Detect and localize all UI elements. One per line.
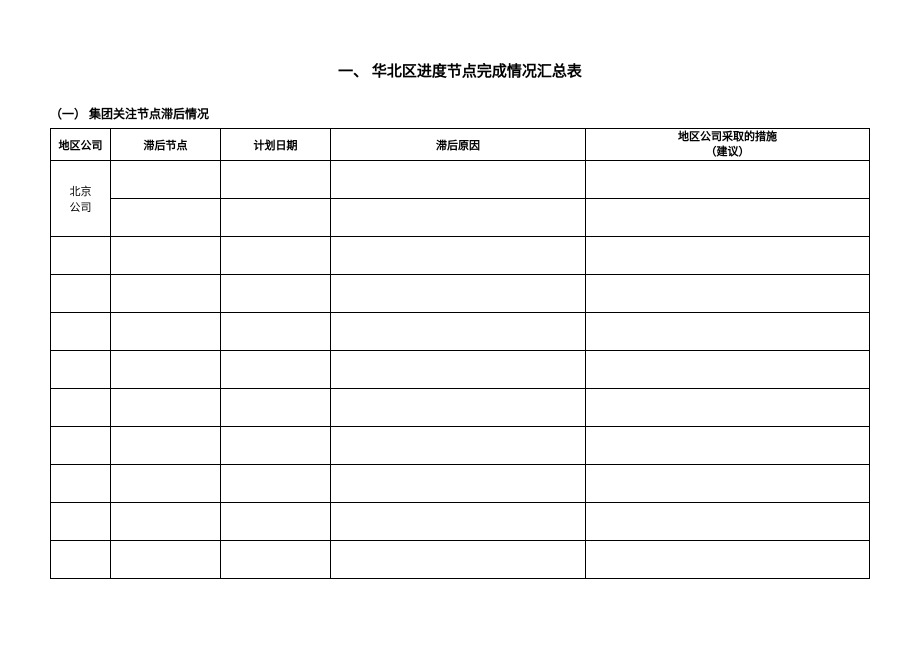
cell-plan-date — [221, 541, 331, 579]
cell-delay-reason — [331, 351, 586, 389]
cell-delay-reason — [331, 427, 586, 465]
cell-delay-reason — [331, 389, 586, 427]
cell-measures — [586, 351, 870, 389]
header-measures-line1: 地区公司采取的措施 — [678, 131, 777, 143]
cell-plan-date — [221, 503, 331, 541]
cell-delay-node — [111, 237, 221, 275]
cell-measures — [586, 541, 870, 579]
cell-plan-date — [221, 389, 331, 427]
cell-delay-node — [111, 541, 221, 579]
cell-company — [51, 389, 111, 427]
table-row — [51, 313, 870, 351]
header-plan-date: 计划日期 — [221, 129, 331, 161]
cell-delay-node — [111, 465, 221, 503]
header-company: 地区公司 — [51, 129, 111, 161]
cell-delay-reason — [331, 199, 586, 237]
cell-delay-node — [111, 351, 221, 389]
cell-plan-date — [221, 199, 331, 237]
header-measures-line2: （建议） — [706, 146, 750, 158]
cell-delay-node — [111, 275, 221, 313]
table-row — [51, 389, 870, 427]
table-row — [51, 541, 870, 579]
table-row — [51, 351, 870, 389]
page-title: 一、 华北区进度节点完成情况汇总表 — [50, 60, 870, 81]
table-body: 北京公司 — [51, 161, 870, 579]
cell-delay-node — [111, 161, 221, 199]
cell-measures — [586, 161, 870, 199]
cell-delay-reason — [331, 465, 586, 503]
cell-company — [51, 465, 111, 503]
cell-company — [51, 237, 111, 275]
cell-company — [51, 313, 111, 351]
cell-delay-node — [111, 199, 221, 237]
cell-measures — [586, 503, 870, 541]
table-row — [51, 199, 870, 237]
cell-plan-date — [221, 427, 331, 465]
summary-table: 地区公司 滞后节点 计划日期 滞后原因 地区公司采取的措施 （建议） 北京公司 — [50, 128, 870, 579]
cell-company — [51, 503, 111, 541]
cell-plan-date — [221, 313, 331, 351]
cell-company — [51, 275, 111, 313]
cell-plan-date — [221, 275, 331, 313]
header-delay-node: 滞后节点 — [111, 129, 221, 161]
cell-measures — [586, 237, 870, 275]
cell-delay-reason — [331, 161, 586, 199]
cell-delay-reason — [331, 503, 586, 541]
cell-measures — [586, 199, 870, 237]
cell-measures — [586, 313, 870, 351]
table-row: 北京公司 — [51, 161, 870, 199]
section-subtitle: （一） 集团关注节点滞后情况 — [50, 105, 870, 122]
cell-delay-reason — [331, 313, 586, 351]
cell-measures — [586, 427, 870, 465]
cell-delay-reason — [331, 275, 586, 313]
cell-company — [51, 351, 111, 389]
cell-delay-reason — [331, 237, 586, 275]
cell-delay-node — [111, 503, 221, 541]
table-row — [51, 465, 870, 503]
cell-company: 北京公司 — [51, 161, 111, 237]
cell-company — [51, 541, 111, 579]
cell-plan-date — [221, 237, 331, 275]
table-row — [51, 237, 870, 275]
table-row — [51, 427, 870, 465]
cell-measures — [586, 275, 870, 313]
header-measures: 地区公司采取的措施 （建议） — [586, 129, 870, 161]
cell-plan-date — [221, 351, 331, 389]
cell-delay-node — [111, 313, 221, 351]
cell-measures — [586, 465, 870, 503]
cell-company — [51, 427, 111, 465]
table-header-row: 地区公司 滞后节点 计划日期 滞后原因 地区公司采取的措施 （建议） — [51, 129, 870, 161]
cell-delay-reason — [331, 541, 586, 579]
header-delay-reason: 滞后原因 — [331, 129, 586, 161]
table-row — [51, 275, 870, 313]
table-row — [51, 503, 870, 541]
cell-delay-node — [111, 389, 221, 427]
cell-delay-node — [111, 427, 221, 465]
cell-measures — [586, 389, 870, 427]
cell-plan-date — [221, 465, 331, 503]
cell-plan-date — [221, 161, 331, 199]
